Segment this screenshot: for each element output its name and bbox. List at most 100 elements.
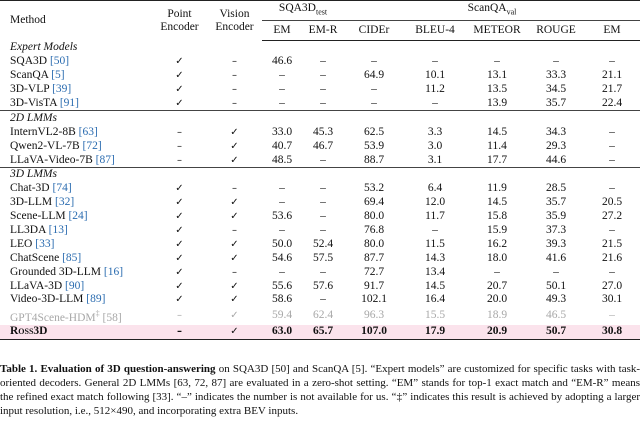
- table-row: LLaVA-Video-7B [87] – ✓ 48.5 – 88.7 3.1 17.7 44.…: [0, 153, 640, 167]
- table-row: Video-3D-LLM [89] ✓ ✓ 58.6 – 102.1 16.4 20.0 49.…: [0, 293, 640, 307]
- citation: [16]: [103, 265, 124, 278]
- citation: [72]: [82, 139, 102, 152]
- value-cell: 14.3: [424, 251, 446, 264]
- value-cell: –: [432, 224, 438, 237]
- value-cell: 21.7: [601, 83, 623, 96]
- citation: [50]: [49, 55, 70, 68]
- value-cell: 10.1: [424, 69, 446, 82]
- value-cell: 96.3: [363, 309, 385, 322]
- method-name: Ross3D: [10, 325, 48, 338]
- value-cell: 15.9: [486, 224, 508, 237]
- value-cell: 53.9: [363, 139, 385, 152]
- value-cell: 28.5: [545, 182, 567, 195]
- value-cell: –: [609, 125, 615, 138]
- method-name: 3D-VisTA: [10, 97, 57, 109]
- value-cell: 20.5: [601, 196, 623, 209]
- metric-header: CIDEr: [344, 20, 405, 41]
- value-cell: 15.5: [424, 309, 446, 322]
- value-cell: –: [232, 98, 237, 109]
- section-row: 2D LMMs: [0, 110, 640, 126]
- method-cell: Qwen2-VL-7B [72]: [0, 139, 152, 153]
- value-cell: 88.7: [363, 153, 385, 166]
- value-cell: 27.2: [601, 210, 623, 223]
- value-cell: 53.6: [271, 210, 293, 223]
- value-cell: 27.0: [601, 279, 623, 292]
- citation: [33]: [35, 237, 55, 250]
- section-row: Expert Models: [0, 41, 640, 55]
- value-cell: 48.5: [271, 153, 293, 166]
- citation: [74]: [52, 182, 72, 195]
- value-cell: –: [279, 265, 285, 278]
- value-cell: 54.6: [271, 251, 293, 264]
- value-cell: –: [279, 83, 285, 96]
- method-cell: GPT4Scene-HDM‡ [58]: [0, 307, 152, 325]
- table-row: ScanQA [5] ✓ – – – 64.9 10.1 13.1 33.3 21.1: [0, 69, 640, 83]
- table-row: LL3DA [13] ✓ – – – 76.8 – 15.9 37.3 –: [0, 224, 640, 238]
- table-row: SQA3D [50] ✓ – 46.6 – – – – – –: [0, 55, 640, 69]
- value-cell: –: [177, 126, 182, 138]
- value-cell: –: [320, 153, 326, 166]
- value-cell: 33.3: [545, 69, 567, 82]
- caption-body: on SQA3D [50] and ScanQA [5]. “Expert mo…: [0, 363, 640, 417]
- value-cell: –: [177, 140, 182, 152]
- value-cell: –: [279, 69, 285, 82]
- value-cell: 46.6: [271, 55, 293, 68]
- table-row: ChatScene [85] ✓ ✓ 54.6 57.5 87.7 14.3 18.0 41.6…: [0, 251, 640, 265]
- value-cell: 13.9: [486, 97, 508, 109]
- value-cell: 39.3: [545, 237, 567, 250]
- value-cell: –: [279, 196, 285, 209]
- value-cell: 102.1: [361, 293, 387, 306]
- column-header: Point Encoder: [152, 0, 207, 41]
- value-cell: 35.9: [545, 210, 567, 223]
- value-cell: 40.7: [271, 139, 293, 152]
- group-name: ScanQA: [467, 2, 507, 15]
- column-header: Vision Encoder: [207, 0, 262, 41]
- value-cell: 17.7: [486, 153, 508, 166]
- value-cell: ✓: [230, 126, 239, 138]
- value-cell: ✓: [175, 252, 184, 264]
- citation: [39]: [52, 83, 72, 96]
- value-cell: ✓: [175, 70, 184, 82]
- citation: [32]: [55, 196, 75, 209]
- value-cell: 14.5: [424, 279, 446, 292]
- method-cell: LLaVA-Video-7B [87]: [0, 153, 152, 167]
- value-cell: ✓: [230, 252, 239, 264]
- value-cell: 18.9: [486, 309, 508, 322]
- group-header: SQA3Dtest: [262, 0, 345, 21]
- value-cell: 13.5: [486, 83, 508, 96]
- method-cell: Ross3D: [0, 324, 152, 340]
- section-row: 3D LMMs: [0, 167, 640, 182]
- value-cell: ✓: [230, 280, 239, 292]
- value-cell: –: [609, 309, 615, 322]
- table-row: Qwen2-VL-7B [72] – ✓ 40.7 46.7 53.9 3.0 11.4 29.…: [0, 139, 640, 153]
- table-row: Grounded 3D-LLM [16] ✓ – – – 72.7 13.4 – – –: [0, 265, 640, 279]
- value-cell: –: [320, 97, 326, 109]
- value-cell: –: [609, 139, 615, 152]
- table-row: LEO [33] ✓ ✓ 50.0 52.4 80.0 11.5 16.2 39.3 21.5: [0, 237, 640, 251]
- value-cell: –: [232, 266, 237, 278]
- method-cell: InternVL2-8B [63]: [0, 125, 152, 139]
- group-header: ScanQAval: [344, 0, 640, 21]
- value-cell: –: [320, 182, 326, 195]
- value-cell: 18.0: [486, 251, 508, 264]
- value-cell: ✓: [175, 98, 184, 109]
- metric-header: EM: [584, 20, 640, 41]
- citation: [5]: [51, 69, 65, 82]
- value-cell: –: [279, 182, 285, 195]
- value-cell: ✓: [230, 211, 239, 223]
- value-cell: 62.5: [363, 125, 385, 138]
- value-cell: 91.7: [363, 279, 385, 292]
- metric-header: BLEU-4: [404, 20, 467, 41]
- method-cell: 3D-VisTA [91]: [0, 97, 152, 111]
- citation: [63]: [78, 125, 98, 138]
- value-cell: –: [177, 310, 182, 322]
- table-row: Ross3D – ✓ 63.0 65.7 107.0 17.9 20.9 50.7 30.8: [0, 324, 640, 340]
- citation: [13]: [48, 224, 68, 237]
- metric-header: ROUGE: [528, 20, 585, 41]
- metric-header: EM: [262, 20, 302, 41]
- metric-header: METEOR: [466, 20, 529, 41]
- method-name: ChatScene: [10, 251, 60, 264]
- value-cell: ✓: [175, 225, 184, 237]
- results-table: Method Point Encoder Vision Encoder SQA3…: [0, 0, 640, 340]
- table-row: LLaVA-3D [90] ✓ ✓ 55.6 57.6 91.7 14.5 20.7 50.1 2…: [0, 279, 640, 293]
